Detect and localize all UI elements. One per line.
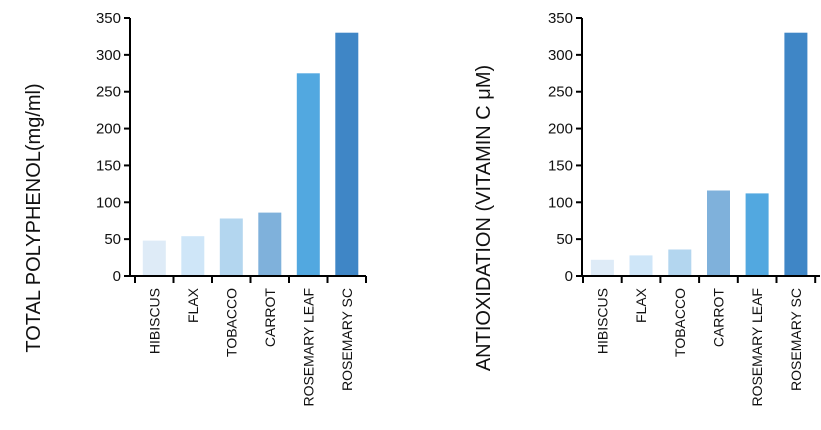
x-tick-label: TOBACCO xyxy=(672,288,688,357)
x-tick-label: HIBISCUS xyxy=(594,288,610,354)
x-tick-label: TOBACCO xyxy=(223,288,239,357)
y-tick-label: 50 xyxy=(104,231,121,248)
polyphenol-chart: 0 50 100 150 200 250 300 350 HIBISCUS FLAX TOBACCO… xyxy=(23,10,367,407)
y-tick-label: 350 xyxy=(548,10,573,27)
y-tick-label: 150 xyxy=(96,157,121,174)
x-tick-label: FLAX xyxy=(185,287,201,323)
y-axis-title: TOTAL POLYPHENOL(mg/ml) xyxy=(23,83,45,352)
bar-carrot xyxy=(707,190,730,276)
y-tick-label: 50 xyxy=(556,231,573,248)
y-tick-label: 0 xyxy=(565,268,573,285)
bar-rosemary-leaf xyxy=(296,73,320,276)
bar-flax xyxy=(181,236,205,276)
antioxidation-chart: 0 50 100 150 200 250 300 350 HIBISCUS FLAX TOBACCO… xyxy=(473,10,820,407)
bar-hibiscus xyxy=(142,240,166,276)
bar-tobacco xyxy=(219,218,243,276)
bar-rosemary-leaf xyxy=(745,193,769,276)
bar-flax xyxy=(629,255,653,276)
y-tick-label: 350 xyxy=(96,10,121,27)
y-tick-label: 100 xyxy=(548,194,573,211)
y-tick-label: 250 xyxy=(548,84,573,101)
x-tick-label: CARROT xyxy=(710,288,726,348)
bar-rosemary-sc xyxy=(335,32,359,277)
y-tick-label: 150 xyxy=(548,157,573,174)
x-tick-label: FLAX xyxy=(633,287,649,323)
y-tick-label: 300 xyxy=(96,47,121,64)
bar-carrot xyxy=(258,212,282,276)
y-axis-title: ANTIOXIDATION (VITAMIN C μM) xyxy=(473,65,495,371)
bar-tobacco xyxy=(668,249,692,276)
x-tick-label: ROSEMARY LEAF xyxy=(300,288,316,407)
y-tick-label: 250 xyxy=(96,84,121,101)
x-tick-label: CARROT xyxy=(262,288,278,348)
y-tick-label: 200 xyxy=(548,121,573,138)
bar-rosemary-sc xyxy=(784,32,808,277)
bar-hibiscus xyxy=(590,259,614,276)
y-tick-label: 0 xyxy=(113,268,121,285)
y-tick-label: 300 xyxy=(548,47,573,64)
x-tick-label: HIBISCUS xyxy=(146,288,162,354)
x-tick-label: ROSEMARY SC xyxy=(788,288,804,391)
x-tick-label: ROSEMARY SC xyxy=(339,288,355,391)
y-tick-label: 100 xyxy=(96,194,121,211)
x-tick-label: ROSEMARY LEAF xyxy=(749,288,765,407)
y-tick-label: 200 xyxy=(96,121,121,138)
